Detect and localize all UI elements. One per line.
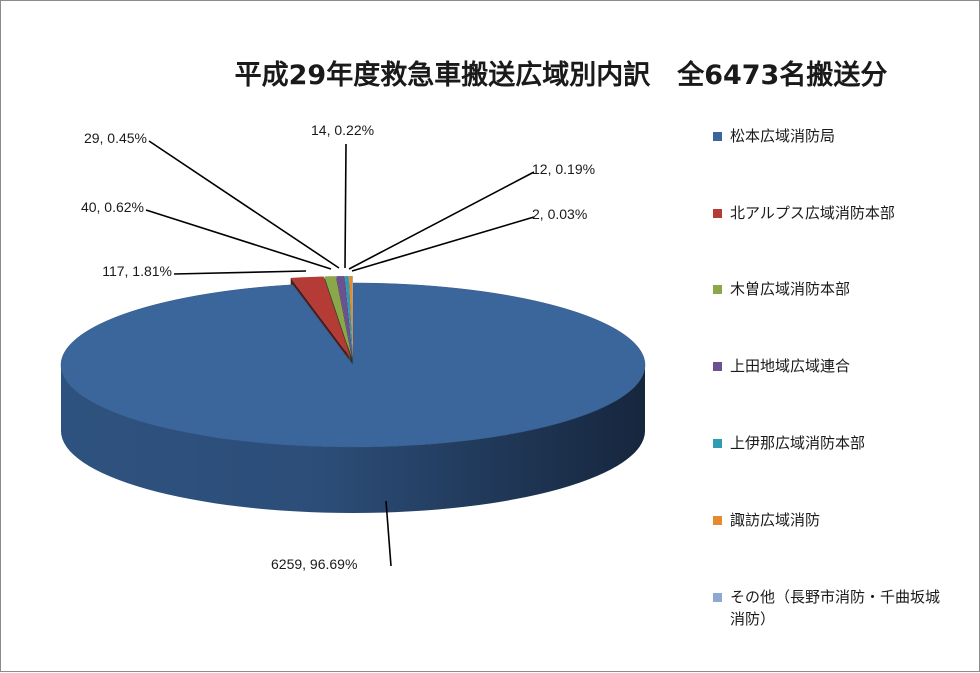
data-label-6: 2, 0.03% bbox=[532, 206, 587, 222]
legend-label: その他（長野市消防・千曲坂城消防） bbox=[730, 588, 941, 628]
legend-item-5: 諏訪広域消防 bbox=[713, 509, 950, 531]
legend-item-6: その他（長野市消防・千曲坂城消防） bbox=[713, 586, 950, 630]
legend-swatch bbox=[713, 516, 722, 525]
pie-slice-5 bbox=[348, 276, 353, 359]
leader-line-6 bbox=[351, 216, 535, 272]
pie-side-0 bbox=[61, 365, 645, 513]
legend-swatch bbox=[713, 362, 722, 371]
legend-label: 上伊那広域消防本部 bbox=[730, 434, 866, 452]
pie-slice-2 bbox=[324, 276, 352, 359]
leader-line-4 bbox=[344, 143, 347, 269]
data-label-2: 40, 0.62% bbox=[81, 199, 144, 215]
data-label-1: 117, 1.81% bbox=[102, 263, 172, 279]
data-label-5: 12, 0.19% bbox=[532, 161, 595, 177]
leader-line-2 bbox=[145, 209, 332, 270]
data-label-3: 29, 0.45% bbox=[84, 130, 147, 146]
legend-item-1: 北アルプス広域消防本部 bbox=[713, 202, 950, 224]
legend-swatch bbox=[713, 132, 722, 141]
legend-swatch bbox=[713, 209, 722, 218]
data-label-0: 6259, 96.69% bbox=[271, 556, 357, 572]
legend-item-2: 木曽広域消防本部 bbox=[713, 278, 950, 300]
legend-swatch bbox=[713, 285, 722, 294]
legend-label: 松本広域消防局 bbox=[730, 127, 836, 145]
legend-item-4: 上伊那広域消防本部 bbox=[713, 432, 950, 454]
pie-slice-0 bbox=[60, 282, 646, 448]
legend-label: 北アルプス広域消防本部 bbox=[730, 204, 895, 222]
legend-label: 木曽広域消防本部 bbox=[730, 280, 851, 298]
chart-title: 平成29年度救急車搬送広域別内訳 全6473名搬送分 bbox=[234, 60, 888, 91]
pie-slice-1 bbox=[290, 276, 351, 359]
legend-swatch bbox=[713, 593, 722, 602]
legend-swatch bbox=[713, 439, 722, 448]
leader-line-3 bbox=[148, 140, 340, 269]
pie-slice-3 bbox=[336, 276, 353, 359]
leader-line-0 bbox=[385, 500, 392, 567]
pie-slice-4 bbox=[344, 276, 353, 359]
data-label-4: 14, 0.22% bbox=[311, 122, 374, 138]
legend-label: 上田地域広域連合 bbox=[730, 357, 851, 375]
leader-line-1 bbox=[173, 270, 307, 275]
legend-item-3: 上田地域広域連合 bbox=[713, 355, 950, 377]
pie-slice-6 bbox=[352, 276, 353, 358]
legend-label: 諏訪広域消防 bbox=[730, 511, 821, 529]
legend-item-0: 松本広域消防局 bbox=[713, 125, 950, 147]
leader-line-5 bbox=[348, 171, 535, 270]
